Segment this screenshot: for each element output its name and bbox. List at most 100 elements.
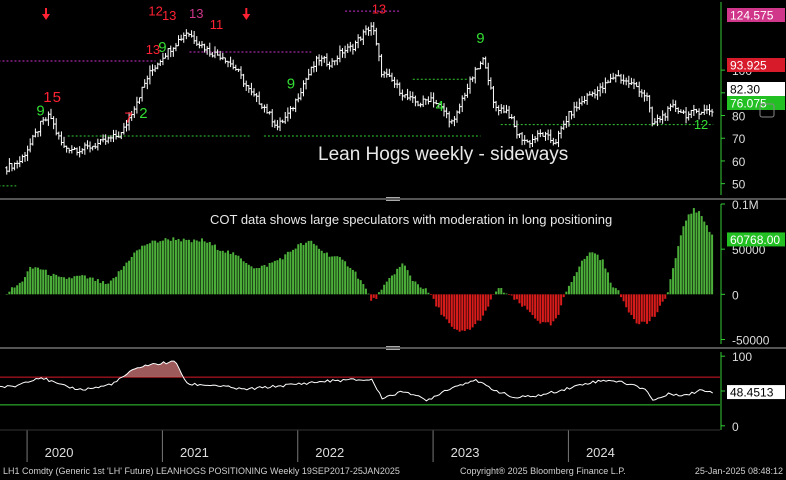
cot-bar (476, 294, 479, 321)
cot-bar (377, 292, 380, 295)
cot-bar (458, 294, 461, 332)
cot-bar (396, 268, 399, 295)
demark-count-label: 12 (694, 117, 708, 132)
price-tag-last: 82.30 (730, 83, 760, 97)
x-tick-label: 2020 (45, 445, 74, 460)
cot-bar (606, 272, 609, 295)
price-tag-resistance-bg (727, 58, 785, 72)
cot-bar (237, 255, 240, 295)
cot-bar (284, 254, 287, 295)
cot-bar (656, 294, 659, 313)
x-tick-label: 2022 (315, 445, 344, 460)
cot-bar (578, 266, 581, 295)
cot-bar (440, 294, 443, 315)
demark-count-label: 5 (53, 89, 61, 106)
cot-y-tick-label: 0.1M (732, 198, 759, 212)
cot-bar (76, 275, 79, 295)
cot-bar (154, 240, 157, 295)
cot-bar (596, 254, 599, 295)
cot-bar (245, 262, 248, 295)
cot-bar (328, 256, 331, 295)
cot-bar (250, 266, 253, 295)
cot-bar (310, 240, 313, 295)
cot-bar (666, 292, 669, 295)
index-last-tag-bg (727, 385, 785, 400)
cot-bar (409, 275, 412, 295)
cot-bar (86, 278, 89, 295)
cot-bar (263, 265, 266, 295)
cot-bar (416, 284, 419, 295)
price-tag-support: 76.075 (730, 97, 767, 111)
cot-bar (614, 288, 617, 295)
cot-bar (203, 241, 206, 295)
cot-bar (575, 272, 578, 295)
cot-bar (180, 241, 183, 295)
cot-bar (492, 294, 495, 295)
cot-bar (648, 294, 651, 322)
cot-bar (187, 239, 190, 295)
cot-bar (495, 291, 498, 295)
cot-bar (143, 245, 146, 295)
cot-bar (414, 281, 417, 295)
cot-bar (638, 294, 641, 325)
cot-bar (627, 294, 630, 313)
cot-bar (346, 266, 349, 295)
cot-bar (560, 294, 563, 306)
cot-bar (515, 294, 518, 300)
cot-bar (29, 266, 32, 295)
demark-count-label: 11 (210, 17, 224, 32)
cot-bar (338, 257, 341, 295)
cot-bar (474, 294, 477, 325)
cot-bar (687, 214, 690, 295)
cot-bar (351, 269, 354, 295)
cot-bar (273, 260, 276, 295)
cot-bar (107, 283, 110, 295)
cot-bar (57, 276, 60, 295)
cot-bar (299, 243, 302, 295)
cot-bar (60, 276, 63, 295)
cot-bar (268, 262, 271, 295)
cot-bar (315, 245, 318, 295)
cot-bar (383, 284, 386, 295)
cot-bar (422, 288, 425, 295)
cot-bar (247, 264, 250, 295)
cot-bar (10, 287, 13, 295)
demark-count-label: 4 (436, 98, 444, 115)
cot-bar (354, 271, 357, 295)
cot-bar (216, 249, 219, 295)
cot-bar (622, 294, 625, 302)
cot-bar (68, 277, 71, 295)
cot-bar (461, 294, 464, 331)
cot-bar (453, 294, 456, 330)
price-y-tick-label: 50 (732, 178, 746, 192)
cot-bar (513, 294, 516, 300)
cot-bar (94, 280, 97, 295)
cot-bar (711, 234, 714, 295)
cot-bar (161, 240, 164, 295)
cot-y-tick-label: -50000 (732, 333, 770, 347)
demark-count-label: 13 (162, 8, 176, 23)
cot-bar (401, 263, 404, 295)
cot-bar (411, 281, 414, 295)
cot-bar (510, 294, 513, 296)
sell-arrow-icon (242, 14, 251, 20)
cot-bar (331, 256, 334, 295)
cot-bar (703, 221, 706, 295)
cot-bar (435, 294, 438, 307)
cot-bar (39, 269, 42, 295)
cot-bar (466, 294, 469, 330)
cot-bar (195, 240, 198, 295)
cot-bar (159, 241, 162, 295)
cot-bar (65, 278, 68, 295)
cot-bar (570, 282, 573, 295)
cot-bar (193, 239, 196, 295)
cot-bar (258, 268, 261, 295)
demark-count-label: 1 (43, 89, 51, 106)
cot-bar (255, 267, 258, 295)
cot-bar (450, 294, 453, 327)
cot-bar (279, 258, 282, 295)
cot-bar (115, 276, 118, 295)
cot-bar (541, 294, 544, 323)
cot-bar (125, 262, 128, 295)
cot-bar (156, 242, 159, 295)
